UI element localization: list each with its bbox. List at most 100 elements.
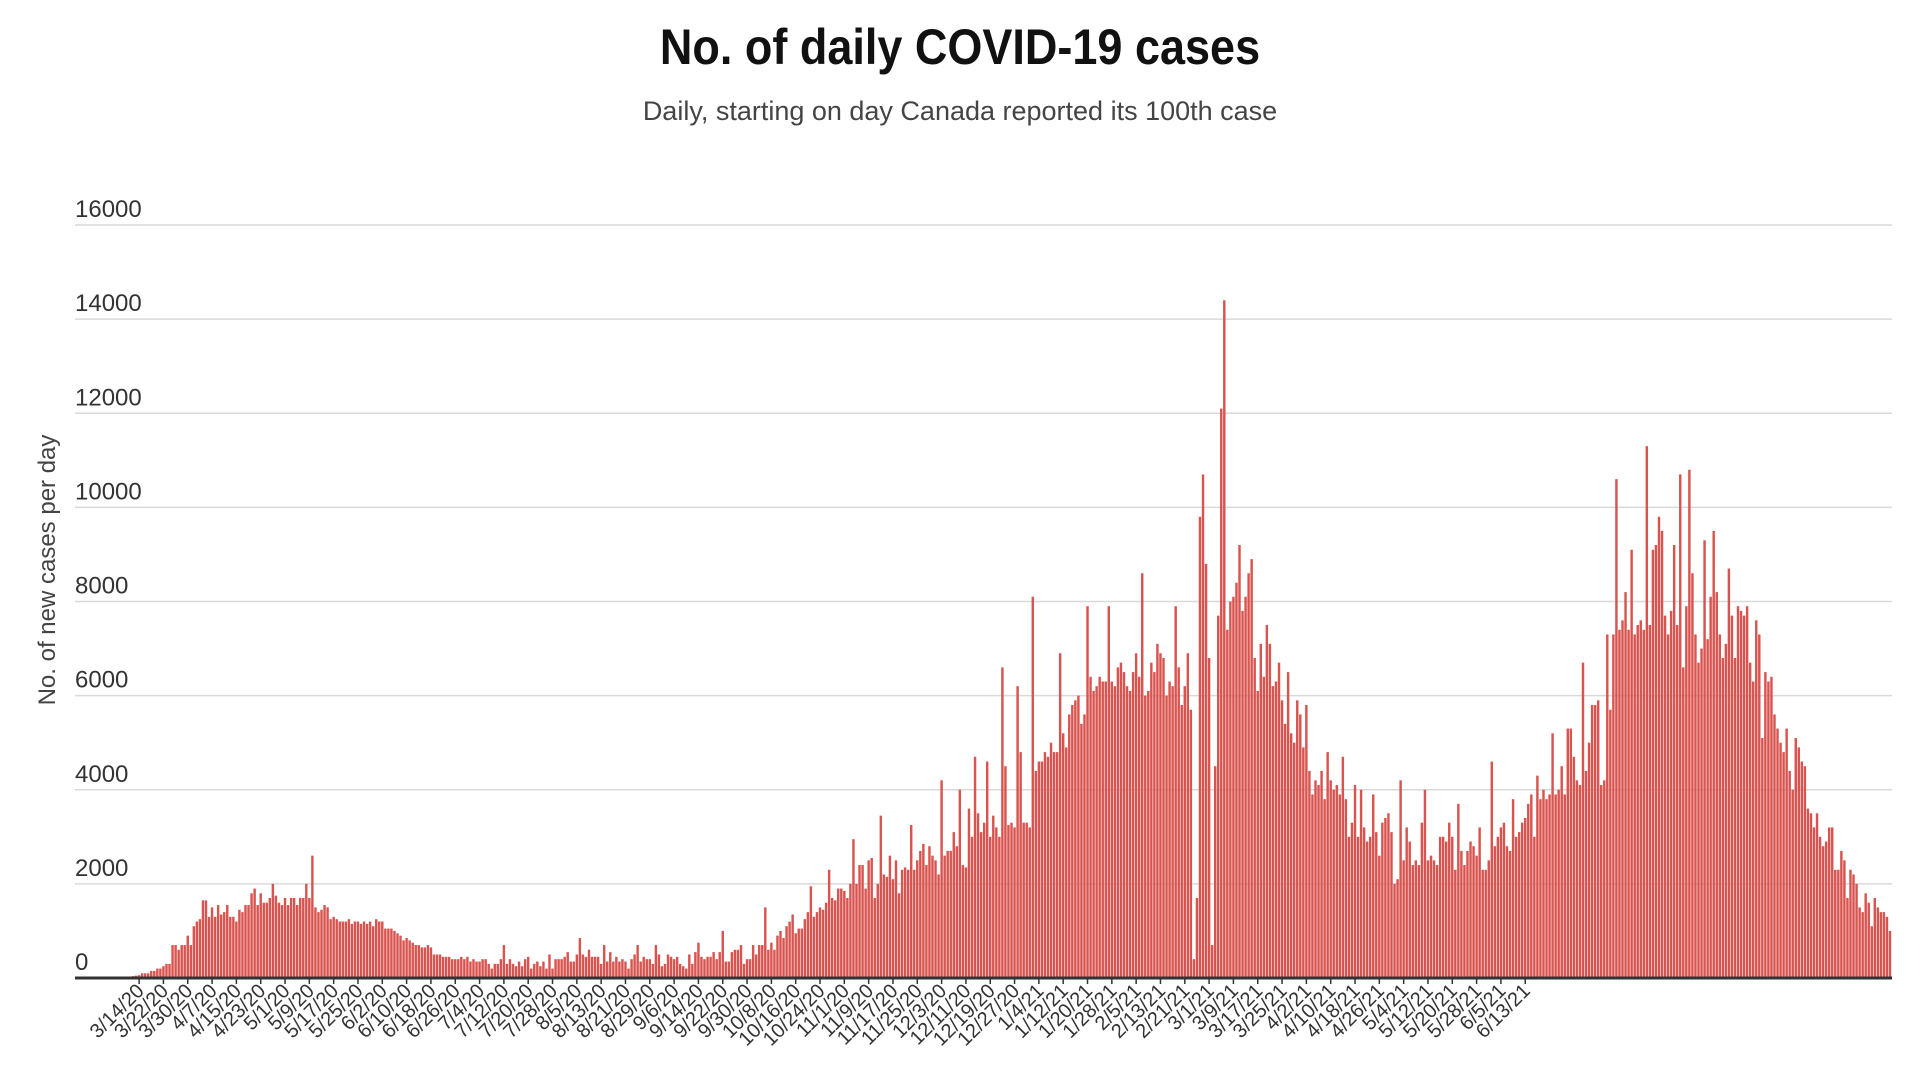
bar <box>1800 761 1804 978</box>
bar <box>648 959 652 978</box>
bar <box>554 959 557 978</box>
bar <box>1448 822 1451 978</box>
bar <box>1536 775 1539 978</box>
bars <box>128 300 1892 979</box>
y-tick-label: 12000 <box>75 384 142 411</box>
bar <box>447 956 451 978</box>
y-axis-ticks: 0 2000 4000 6000 8000 10000 12000 14000 16000 <box>75 196 142 976</box>
bar <box>286 905 290 978</box>
bar <box>682 966 685 978</box>
bar <box>302 897 305 978</box>
bar <box>1061 733 1065 978</box>
bar <box>1004 766 1007 978</box>
bar <box>1469 841 1472 978</box>
bar <box>536 961 539 978</box>
bar <box>1074 700 1077 978</box>
bar <box>259 893 262 978</box>
bar <box>153 970 156 978</box>
bar <box>906 869 910 978</box>
bar <box>402 940 405 978</box>
bar <box>1666 634 1670 978</box>
bar <box>444 956 448 978</box>
bar <box>466 956 469 978</box>
bar <box>1256 690 1259 978</box>
bar <box>207 916 211 978</box>
bar <box>478 961 481 978</box>
bar <box>365 923 369 978</box>
bar <box>1557 789 1560 978</box>
bar <box>940 780 943 978</box>
bar <box>1055 752 1059 978</box>
bar <box>381 921 384 978</box>
bar <box>1581 662 1585 978</box>
bar <box>967 808 971 978</box>
bar <box>1821 846 1825 978</box>
bar <box>584 956 588 978</box>
bar <box>1259 643 1262 978</box>
bar <box>1590 705 1594 978</box>
bar <box>624 961 627 978</box>
bar <box>1299 714 1302 978</box>
bar <box>1022 822 1025 978</box>
bar <box>1815 813 1819 978</box>
bar <box>1736 606 1740 978</box>
bar <box>198 919 202 978</box>
bar <box>1624 592 1627 978</box>
bar <box>411 942 414 978</box>
bar <box>651 963 655 978</box>
bar <box>1770 676 1773 978</box>
bar <box>827 869 831 978</box>
bar <box>767 949 770 978</box>
bar <box>1077 695 1080 979</box>
bar <box>147 973 150 978</box>
bar <box>1633 634 1636 978</box>
bar <box>475 961 478 978</box>
bar <box>530 968 533 978</box>
bar <box>250 893 253 978</box>
bar <box>1882 912 1886 978</box>
bar <box>1356 836 1360 978</box>
bar <box>1511 799 1515 978</box>
bar <box>1329 780 1332 978</box>
bar <box>499 959 503 978</box>
bar <box>1080 723 1083 978</box>
bar <box>1657 516 1661 978</box>
bar <box>1411 865 1414 978</box>
bar <box>1220 408 1223 978</box>
bar <box>265 902 268 978</box>
bar <box>1171 686 1174 978</box>
bar <box>329 919 332 978</box>
bar <box>1274 681 1278 978</box>
bar <box>1347 836 1351 978</box>
bar <box>922 843 925 978</box>
bar <box>362 921 366 978</box>
bar <box>1083 714 1086 978</box>
bar <box>1183 686 1186 978</box>
bar <box>1837 869 1840 978</box>
y-tick-label: 0 <box>75 949 88 976</box>
bar <box>1694 634 1697 978</box>
bar <box>241 912 244 978</box>
bar <box>414 945 417 978</box>
bar <box>1223 300 1226 978</box>
bar <box>943 855 946 978</box>
bar <box>834 900 837 978</box>
bar <box>1399 780 1402 978</box>
bar <box>715 959 718 978</box>
bar <box>1645 446 1649 978</box>
bar <box>1457 803 1460 978</box>
bar <box>1189 709 1193 978</box>
bar <box>1487 860 1490 978</box>
bar <box>405 938 408 978</box>
bar <box>1092 690 1095 978</box>
bar <box>1119 662 1123 978</box>
bar <box>919 850 922 978</box>
bar <box>1672 545 1676 978</box>
bar <box>1162 657 1165 978</box>
bar <box>1752 681 1755 978</box>
bar <box>1350 822 1354 978</box>
bar <box>378 921 381 978</box>
bar <box>764 907 767 978</box>
bar <box>563 956 566 978</box>
bar <box>1156 643 1159 978</box>
